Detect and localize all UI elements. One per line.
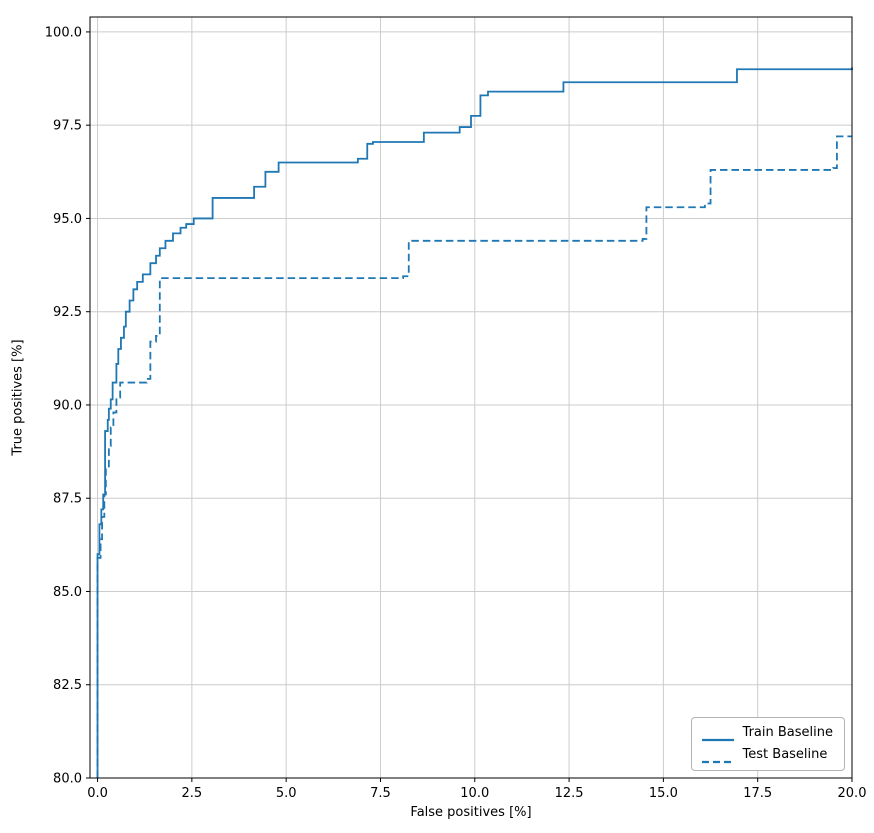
legend-entry-train: Train Baseline	[701, 725, 833, 741]
y-tick-label: 97.5	[53, 119, 82, 134]
x-tick-label: 12.5	[555, 786, 584, 801]
legend-label-test: Test Baseline	[742, 747, 828, 762]
y-tick-label: 100.0	[45, 25, 82, 40]
series-line-test	[96, 135, 852, 778]
y-tick-label: 95.0	[53, 212, 82, 227]
y-tick-label: 82.5	[53, 678, 82, 693]
x-tick-label: 2.5	[182, 786, 203, 801]
y-tick-label: 85.0	[53, 585, 82, 600]
y-tick-label: 92.5	[53, 305, 82, 320]
series-line-train	[96, 67, 853, 778]
test-line-sample-icon	[701, 753, 734, 763]
x-tick-label: 17.5	[743, 786, 772, 801]
y-tick-label: 80.0	[53, 772, 82, 787]
y-tick-label: 87.5	[53, 492, 82, 507]
legend: Train Baseline Test Baseline	[690, 717, 845, 771]
x-tick-label: 5.0	[276, 786, 297, 801]
x-tick-label: 10.0	[460, 786, 489, 801]
legend-entry-test: Test Baseline	[701, 747, 833, 763]
train-line-sample-icon	[701, 731, 734, 741]
y-axis-label: True positives [%]	[10, 339, 26, 456]
y-tick-label: 90.0	[53, 398, 82, 413]
legend-label-train: Train Baseline	[742, 725, 833, 740]
x-tick-label: 7.5	[370, 786, 391, 801]
x-axis-label: False positives [%]	[410, 805, 532, 820]
x-tick-label: 0.0	[87, 786, 108, 801]
x-tick-label: 15.0	[649, 786, 678, 801]
x-tick-label: 20.0	[838, 786, 867, 801]
axes-spines	[89, 16, 853, 779]
